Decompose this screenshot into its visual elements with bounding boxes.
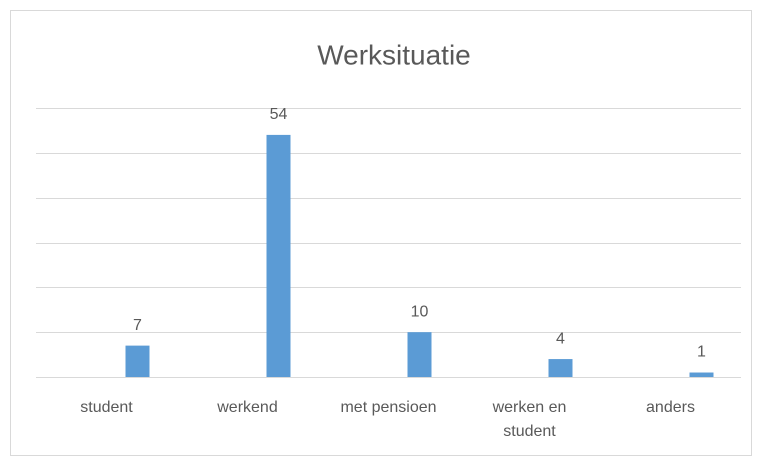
data-label: 1 <box>697 344 706 361</box>
bar <box>689 372 714 377</box>
bar <box>407 332 432 377</box>
data-label: 10 <box>411 303 429 320</box>
x-tick-label: anders <box>646 399 695 416</box>
bar <box>548 359 573 377</box>
x-tick-label: werken en student <box>492 399 567 440</box>
bar <box>125 345 150 377</box>
x-tick-label: student <box>80 399 133 416</box>
chart-title: Werksituatie <box>317 39 471 70</box>
x-tick-label: werkend <box>217 399 278 416</box>
data-label: 7 <box>133 317 142 334</box>
chart-border <box>10 10 752 456</box>
x-tick-label: met pensioen <box>340 399 437 416</box>
bar <box>266 134 291 377</box>
data-label: 54 <box>270 106 288 123</box>
data-label: 4 <box>556 330 565 347</box>
